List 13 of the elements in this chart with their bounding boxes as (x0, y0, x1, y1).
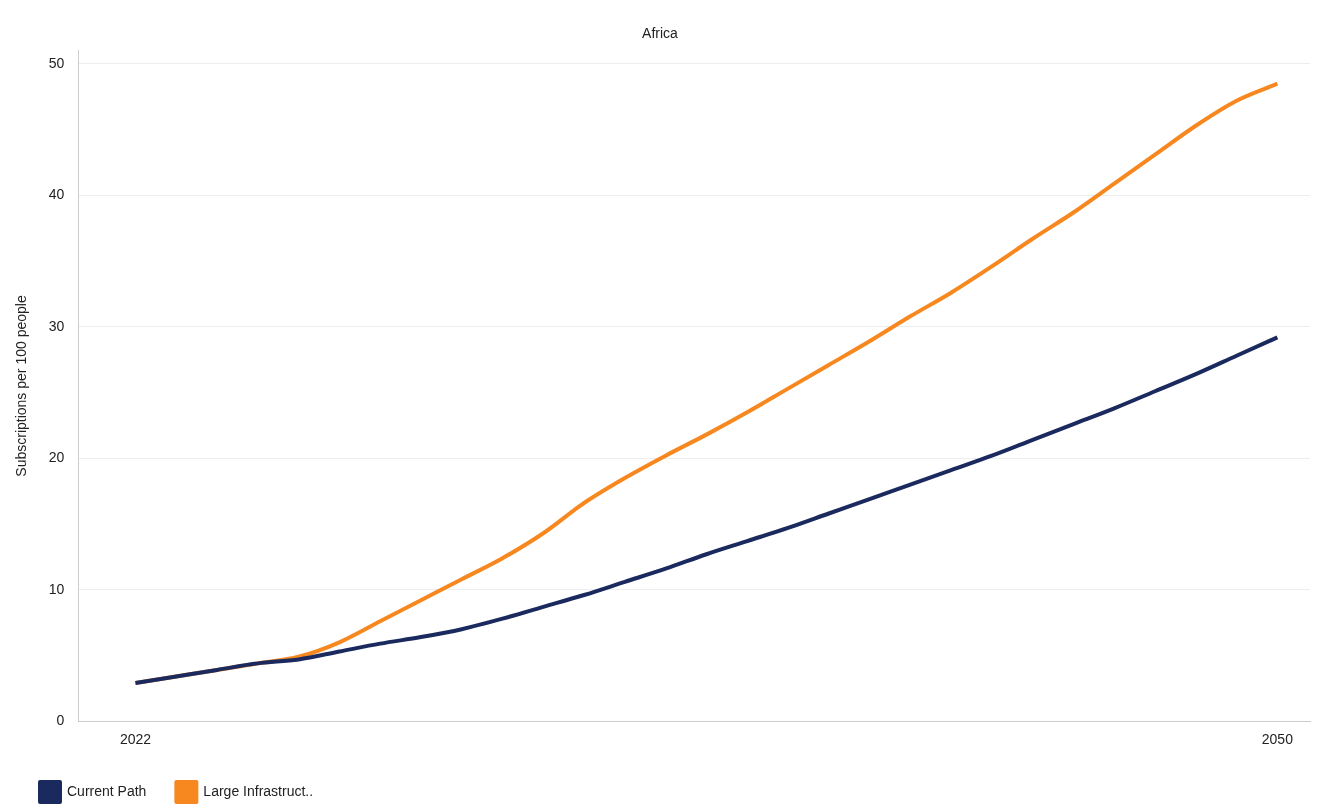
chart-title: Africa (642, 25, 679, 42)
y-tick-label: 20 (48, 449, 65, 466)
y-tick-label: 0 (56, 712, 65, 729)
y-tick-label: 10 (48, 580, 65, 597)
y-axis-title: Subscriptions per 100 people (13, 295, 30, 477)
y-tick-label: 40 (48, 186, 65, 203)
x-tick-label: 2022 (119, 731, 152, 748)
y-tick-label: 50 (48, 54, 65, 71)
legend-label: Large Infrastruct.. (203, 782, 314, 799)
x-tick-label: 2050 (1261, 731, 1294, 748)
y-tick-label: 30 (48, 317, 65, 334)
line-series (133, 335, 1280, 686)
legend-label: Current Path (67, 782, 147, 799)
